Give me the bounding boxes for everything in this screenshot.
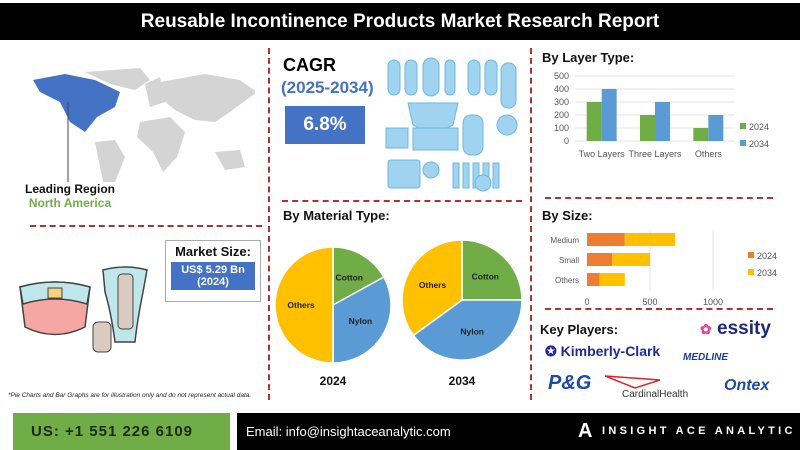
divider <box>268 48 270 400</box>
x-tick-label: Two Layers <box>579 149 626 159</box>
size-chart-title: By Size: <box>542 208 593 223</box>
pie-slice-others <box>274 246 334 364</box>
divider <box>282 200 522 202</box>
market-size-year: (2024) <box>197 276 229 288</box>
logo-cardinal-health: CardinalHealth <box>622 389 689 400</box>
leading-region-value: North America <box>28 196 112 210</box>
disclaimer: *Pie Charts and Bar Graphs are for illus… <box>8 392 252 399</box>
pie-label: Nylon <box>460 326 484 336</box>
divider <box>530 48 532 400</box>
logo-kimberly-clark: ✪ Kimberly-Clark <box>545 343 661 359</box>
logo-essity: ✿ essity <box>700 318 771 339</box>
logo-pg: P&G <box>548 372 592 394</box>
x-tick-label: Others <box>695 149 723 159</box>
y-tick-label: 100 <box>554 123 569 133</box>
bar-2024 <box>693 128 709 141</box>
x-tick-label: 500 <box>642 297 657 307</box>
key-players-label: Key Players: <box>540 322 619 337</box>
pie-slice-cotton <box>332 246 385 307</box>
divider <box>545 308 773 310</box>
phone-number[interactable]: US: +1 551 226 6109 <box>13 413 230 450</box>
divider <box>545 197 773 199</box>
legend-label: 2034 <box>749 139 769 149</box>
pie-slice-nylon <box>412 299 523 361</box>
bar-2024 <box>587 233 625 246</box>
world-map <box>33 68 255 182</box>
y-tick-label: 0 <box>564 136 569 146</box>
pie-slice-nylon <box>332 276 392 364</box>
layer-chart-title: By Layer Type: <box>542 50 635 65</box>
bar-2034 <box>612 253 650 266</box>
bar-2034 <box>599 273 625 286</box>
bar-2024 <box>587 253 613 266</box>
leading-region-label: Leading Region <box>25 182 115 196</box>
essity-icon: ✿ <box>700 321 712 337</box>
legend-label: 2024 <box>757 251 777 261</box>
cagr-label: CAGR <box>283 55 336 75</box>
market-size-label: Market Size: <box>175 244 251 259</box>
products-illustration <box>385 57 518 192</box>
market-size-card: Market Size: US$ 5.29 Bn (2024) <box>165 240 261 302</box>
bar-2034 <box>655 102 670 141</box>
y-tick-label: 500 <box>554 71 569 81</box>
legend-swatch <box>748 252 754 258</box>
logo-ontex: Ontex <box>724 377 770 394</box>
x-tick-label: Three Layers <box>628 149 682 159</box>
legend-label: 2034 <box>757 268 777 278</box>
diaper-illustration <box>19 266 148 353</box>
cardinal-health-icon <box>605 375 661 389</box>
bar-2024 <box>587 273 600 286</box>
cagr-value: 6.8% <box>285 106 365 144</box>
cagr-period: (2025-2034) <box>281 78 374 97</box>
kimberly-clark-icon: ✪ <box>545 343 557 359</box>
divider <box>30 225 262 227</box>
layer-bar-chart: 0 100 200 300 400 500 Two Layers Three Layers Ot… <box>554 71 769 159</box>
pie-label: Nylon <box>349 316 373 326</box>
y-tick-label: 400 <box>554 84 569 94</box>
bar-2034 <box>708 115 724 141</box>
bar-2034 <box>601 89 617 141</box>
pie-year-label: 2034 <box>449 374 476 388</box>
material-pie-charts: Cotton Nylon Others 2024 Cotton Nylon Others 20… <box>274 239 523 388</box>
email-address[interactable]: Email: info@insightaceanalytic.com <box>237 413 800 450</box>
legend-swatch <box>740 140 746 146</box>
insightace-logo-icon: A <box>578 420 593 442</box>
x-tick-label: 1000 <box>703 297 723 307</box>
pie-year-label: 2024 <box>320 374 347 388</box>
y-tick-label: Others <box>555 276 579 285</box>
report-title: Reusable Incontinence Products Market Re… <box>0 3 800 40</box>
pie-label: Others <box>419 280 447 290</box>
bar-2024 <box>640 115 655 141</box>
size-bar-chart: 0 500 1000 Medium Small Others 2024 2034 <box>551 230 777 307</box>
material-chart-title: By Material Type: <box>283 208 390 223</box>
pie-label: Cotton <box>336 273 363 283</box>
logo-medline: MEDLINE <box>683 352 728 363</box>
pie-label: Others <box>287 300 315 310</box>
pie-slice-others <box>401 239 463 337</box>
legend-label: 2024 <box>749 122 769 132</box>
pie-label: Cotton <box>472 272 499 282</box>
pie-slice-cotton <box>461 239 523 301</box>
y-tick-label: Medium <box>551 236 580 245</box>
bar-2024 <box>586 102 602 141</box>
legend-swatch <box>740 123 746 129</box>
x-tick-label: 0 <box>584 297 589 307</box>
market-size-value: US$ 5.29 Bn <box>181 264 245 276</box>
legend-swatch <box>748 269 754 275</box>
brand-name: INSIGHT ACE ANALYTIC <box>602 425 796 437</box>
y-tick-label: 300 <box>554 97 569 107</box>
y-tick-label: Small <box>559 256 579 265</box>
y-tick-label: 200 <box>554 110 569 120</box>
bar-2034 <box>624 233 676 246</box>
